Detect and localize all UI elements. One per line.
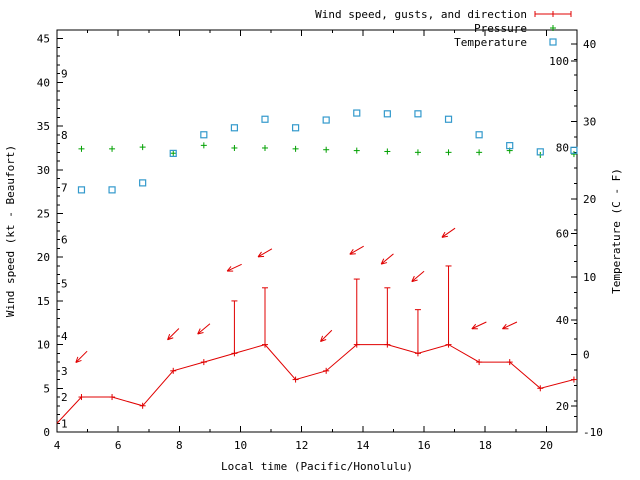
plot-border [56, 29, 578, 433]
legend-label-wind: Wind speed, gusts, and direction [315, 8, 527, 21]
temperature-point [108, 186, 116, 194]
pressure-series [78, 142, 577, 158]
x-tick-label: 6 [115, 439, 122, 452]
beaufort-tick-label: 9 [61, 68, 68, 81]
fahrenheit-tick-label: 60 [556, 228, 569, 241]
y-tick-label: 5 [43, 382, 50, 395]
y-tick-label: 0 [43, 426, 50, 439]
y-tick-label: 40 [37, 76, 50, 89]
x-tick-label: 20 [540, 439, 553, 452]
fahrenheit-tick-label: 80 [556, 141, 569, 154]
x-tick-label: 4 [54, 439, 61, 452]
beaufort-tick-label: 1 [61, 417, 68, 430]
wind-speed-series [56, 265, 577, 424]
beaufort-tick-label: 2 [61, 391, 68, 404]
x-tick-label: 10 [234, 439, 247, 452]
axis-ticks: 4 6 8 10 12 14 16 18 20051015202530354045-100102… [37, 30, 603, 452]
wind-speed-line [56, 344, 575, 424]
legend-label-pressure: Pressure [474, 22, 527, 35]
fahrenheit-tick-label: 40 [556, 314, 569, 327]
y-tick-label: 30 [37, 164, 50, 177]
wind-direction-arrows [75, 227, 518, 363]
temperature-point [322, 116, 330, 124]
beaufort-tick-label: 7 [61, 181, 68, 194]
y-tick-label: 20 [37, 251, 50, 264]
celsius-tick-label: 30 [583, 116, 596, 129]
temperature-point [200, 131, 208, 139]
fahrenheit-tick-label: 100 [549, 55, 569, 68]
temperature-point [475, 131, 483, 139]
beaufort-tick-label: 6 [61, 234, 68, 247]
temperature-point [261, 115, 269, 123]
y-tick-label: 45 [37, 33, 50, 46]
x-tick-label: 18 [479, 439, 492, 452]
y-tick-label: 35 [37, 120, 50, 133]
fahrenheit-tick-label: 20 [556, 400, 569, 413]
temperature-point [383, 110, 391, 118]
x-tick-label: 8 [176, 439, 183, 452]
x-axis-title: Local time (Pacific/Honolulu) [221, 460, 413, 473]
beaufort-tick-label: 3 [61, 365, 68, 378]
temperature-point [139, 179, 147, 187]
celsius-tick-label: 40 [583, 38, 596, 51]
temperature-point [414, 110, 422, 118]
celsius-tick-label: -10 [583, 426, 603, 439]
y-axis-title: Wind speed (kt - Beaufort) [4, 145, 17, 317]
y-tick-label: 10 [37, 339, 50, 352]
temperature-series [77, 109, 578, 194]
beaufort-tick-label: 5 [61, 277, 68, 290]
legend-label-temperature: Temperature [454, 36, 527, 49]
x-tick-label: 12 [295, 439, 308, 452]
beaufort-tick-label: 8 [61, 129, 68, 142]
x-tick-label: 16 [417, 439, 430, 452]
temperature-point [230, 124, 239, 132]
temperature-point [291, 124, 300, 132]
celsius-tick-label: 0 [583, 348, 590, 361]
y2-axis-title: Temperature (C - F) [610, 168, 623, 294]
temperature-point [570, 146, 578, 154]
y-tick-label: 25 [37, 208, 50, 221]
temperature-point [353, 109, 361, 117]
temperature-point [536, 148, 544, 156]
celsius-tick-label: 10 [583, 271, 596, 284]
temperature-point [77, 186, 86, 194]
beaufort-tick-label: 4 [61, 330, 68, 343]
x-tick-label: 14 [356, 439, 370, 452]
temperature-point [506, 142, 514, 150]
legend-samples [534, 11, 572, 46]
temperature-point [169, 149, 177, 157]
legend-square-sample [549, 38, 557, 46]
y-tick-label: 15 [37, 295, 50, 308]
celsius-tick-label: 20 [583, 193, 596, 206]
temperature-point [444, 115, 453, 123]
